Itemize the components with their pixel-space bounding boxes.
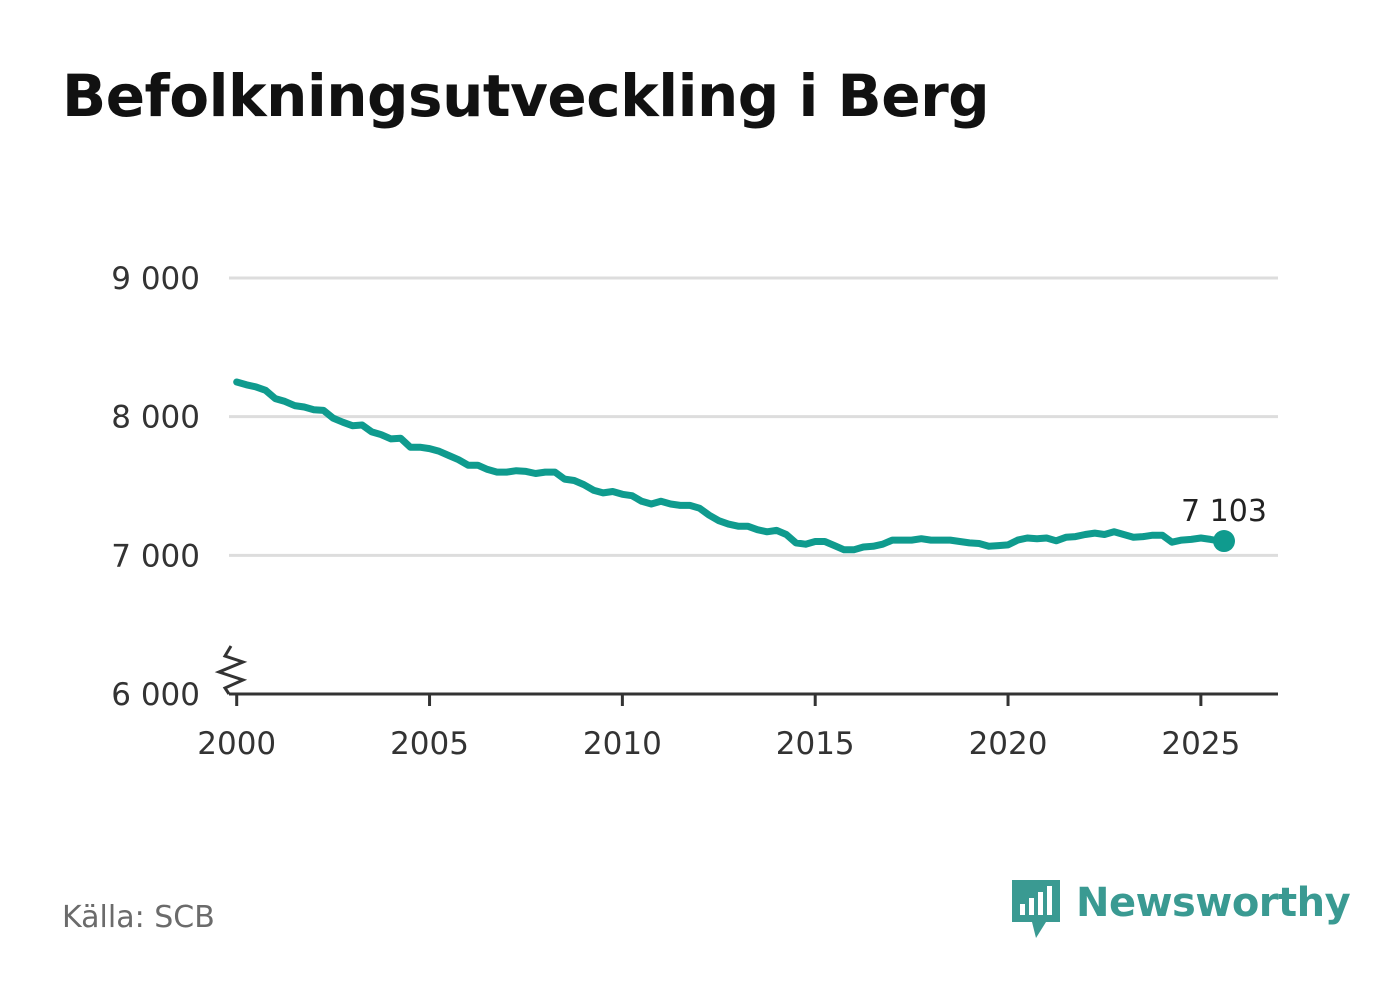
x-tick-label: 2005	[390, 726, 469, 762]
series-line	[233, 378, 1228, 554]
series-layer: 7 103	[233, 378, 1267, 554]
y-tick-label: 6 000	[111, 677, 200, 713]
brand-name: Newsworthy	[1076, 880, 1351, 926]
newsworthy-logo-icon	[1012, 880, 1060, 938]
axis-break-zigzag	[214, 645, 248, 695]
y-tick-label: 9 000	[111, 261, 200, 297]
x-tick-label: 2025	[1161, 726, 1240, 762]
end-value-label: 7 103	[1181, 494, 1267, 529]
x-tick-label: 2000	[197, 726, 276, 762]
x-tick-label: 2015	[776, 726, 855, 762]
x-axis-labels: 2000 2005 2010 2015 2020 2025	[197, 726, 1240, 762]
gridlines	[229, 276, 1278, 557]
y-tick-label: 8 000	[111, 400, 200, 436]
x-tick-label: 2010	[583, 726, 662, 762]
x-axis	[229, 692, 1278, 706]
end-point-marker	[1213, 530, 1236, 553]
x-tick-label: 2020	[969, 726, 1048, 762]
source-note: Källa: SCB	[62, 900, 215, 935]
axis-break-marker	[214, 645, 248, 695]
brand-logo: Newsworthy	[1010, 878, 1351, 940]
y-tick-label: 7 000	[111, 538, 200, 574]
chart-title: Befolkningsutveckling i Berg	[62, 62, 990, 130]
y-axis-labels: 6 000 7 000 8 000 9 000	[111, 261, 200, 713]
